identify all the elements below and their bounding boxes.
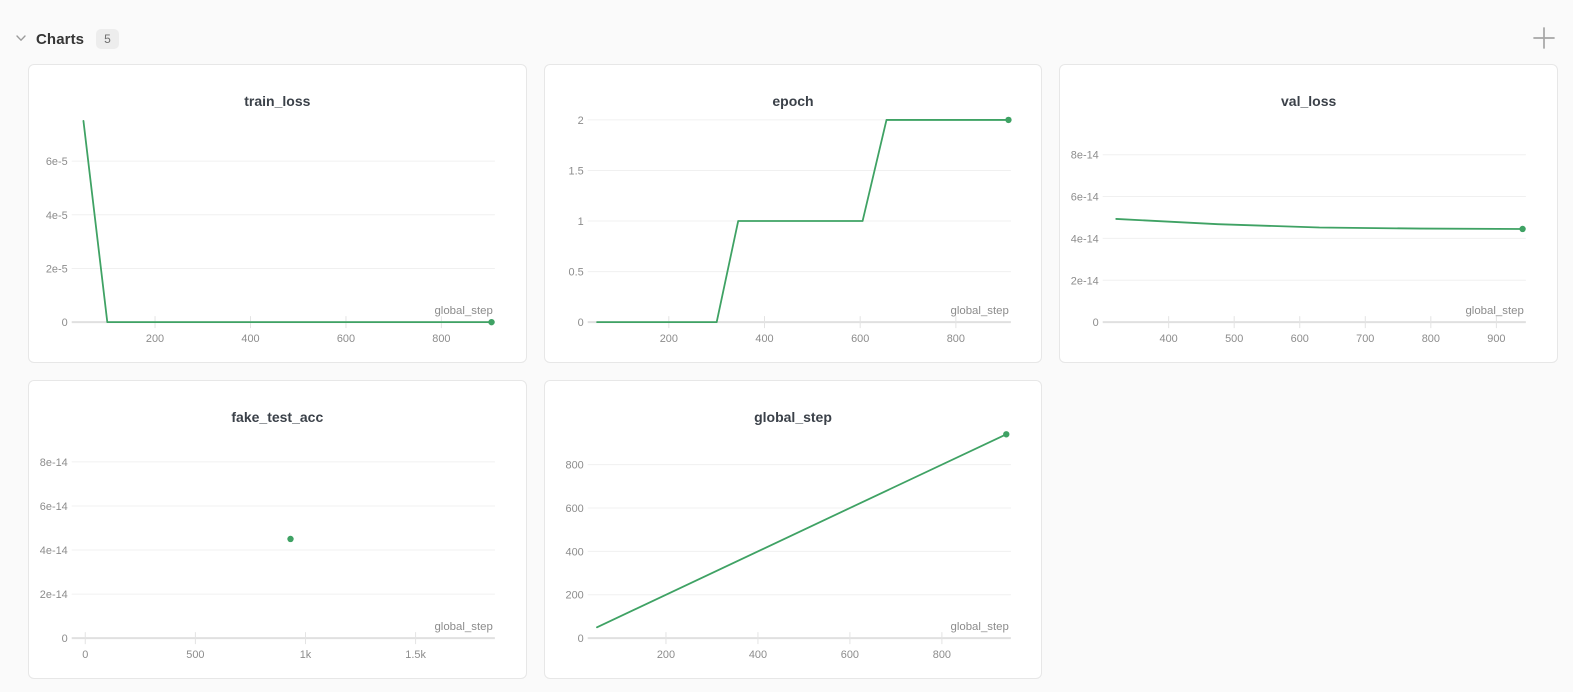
svg-text:0.5: 0.5 — [568, 267, 583, 279]
svg-text:6e-14: 6e-14 — [1071, 192, 1099, 204]
svg-text:400: 400 — [1160, 333, 1178, 345]
svg-text:700: 700 — [1357, 333, 1375, 345]
svg-text:800: 800 — [946, 333, 964, 345]
chart-title: val_loss — [1281, 93, 1337, 109]
svg-text:600: 600 — [840, 649, 858, 661]
svg-text:500: 500 — [186, 649, 204, 661]
line-chart-global-step: 0 200 400 600 800 200 400 600 800 global_step — [565, 431, 1011, 661]
svg-text:1k: 1k — [300, 649, 312, 661]
svg-text:2e-5: 2e-5 — [46, 263, 68, 275]
chart-title: global_step — [754, 409, 832, 425]
chart-title: epoch — [772, 93, 814, 109]
svg-text:6e-5: 6e-5 — [46, 156, 68, 168]
svg-text:global_step: global_step — [1466, 305, 1524, 317]
svg-text:global_step: global_step — [950, 305, 1008, 317]
section-title: Charts — [36, 30, 85, 48]
svg-text:400: 400 — [241, 333, 259, 345]
svg-text:1.5k: 1.5k — [405, 649, 426, 661]
svg-text:900: 900 — [1488, 333, 1506, 345]
svg-text:global_step: global_step — [434, 305, 492, 317]
chart-card-global-step[interactable]: global_step 0 200 400 600 800 200 400 600 800 glo… — [543, 380, 1043, 679]
svg-text:6e-14: 6e-14 — [40, 501, 68, 513]
chart-card-val-loss[interactable]: val_loss 0 2e-14 4e-14 6e-14 8e-14 400 500 600 7… — [1059, 64, 1558, 363]
svg-text:0: 0 — [82, 649, 88, 661]
svg-text:400: 400 — [748, 649, 766, 661]
svg-text:200: 200 — [146, 333, 164, 345]
charts-grid: train_loss 0 2e-5 4e-5 6e-5 200 400 600 800 glob… — [28, 64, 1558, 679]
scatter-chart-fake-test-acc: 0 2e-14 4e-14 6e-14 8e-14 0 500 1k 1.5k global_st… — [40, 457, 495, 661]
svg-text:600: 600 — [337, 333, 355, 345]
svg-text:800: 800 — [565, 460, 583, 472]
chart-card-train-loss[interactable]: train_loss 0 2e-5 4e-5 6e-5 200 400 600 800 glob… — [28, 64, 527, 363]
svg-text:800: 800 — [1422, 333, 1440, 345]
chart-card-epoch[interactable]: epoch 0 0.5 1 1.5 2 200 400 600 800 global_step — [543, 64, 1043, 363]
chart-card-fake-test-acc[interactable]: fake_test_acc 0 2e-14 4e-14 6e-14 8e-14 0 500 1… — [28, 380, 527, 679]
svg-text:0: 0 — [577, 317, 583, 329]
collapse-section-button[interactable] — [10, 28, 32, 50]
svg-text:200: 200 — [565, 590, 583, 602]
svg-text:1.5: 1.5 — [568, 165, 583, 177]
chevron-down-icon — [15, 32, 27, 47]
svg-text:600: 600 — [1291, 333, 1309, 345]
svg-text:8e-14: 8e-14 — [40, 457, 68, 469]
svg-text:200: 200 — [659, 333, 677, 345]
charts-section-header: Charts 5 — [0, 0, 1573, 64]
svg-text:400: 400 — [755, 333, 773, 345]
svg-text:1: 1 — [577, 216, 583, 228]
svg-text:600: 600 — [851, 333, 869, 345]
chart-title: fake_test_acc — [231, 409, 324, 425]
add-chart-button[interactable] — [1531, 26, 1557, 52]
svg-text:8e-14: 8e-14 — [1071, 150, 1099, 162]
line-chart-epoch: 0 0.5 1 1.5 2 200 400 600 800 global_step — [568, 115, 1012, 345]
svg-text:2: 2 — [577, 115, 583, 127]
svg-text:0: 0 — [62, 633, 68, 645]
svg-text:0: 0 — [1093, 317, 1099, 329]
svg-text:4e-14: 4e-14 — [1071, 233, 1099, 245]
line-chart-train-loss: 0 2e-5 4e-5 6e-5 200 400 600 800 global_step — [46, 119, 495, 345]
svg-text:500: 500 — [1225, 333, 1243, 345]
svg-text:600: 600 — [565, 503, 583, 515]
line-chart-val-loss: 0 2e-14 4e-14 6e-14 8e-14 400 500 600 700 800 900 g… — [1071, 150, 1527, 345]
svg-text:global_step: global_step — [950, 621, 1008, 633]
svg-text:800: 800 — [432, 333, 450, 345]
svg-text:0: 0 — [62, 317, 68, 329]
svg-text:200: 200 — [656, 649, 674, 661]
svg-text:0: 0 — [577, 633, 583, 645]
svg-text:global_step: global_step — [434, 621, 492, 633]
svg-text:2e-14: 2e-14 — [1071, 275, 1099, 287]
chart-count-badge: 5 — [96, 29, 119, 49]
svg-text:2e-14: 2e-14 — [40, 589, 68, 601]
svg-text:4e-14: 4e-14 — [40, 545, 68, 557]
svg-text:4e-5: 4e-5 — [46, 210, 68, 222]
plus-icon — [1532, 26, 1556, 53]
chart-title: train_loss — [244, 93, 311, 109]
svg-text:800: 800 — [932, 649, 950, 661]
svg-text:400: 400 — [565, 546, 583, 558]
